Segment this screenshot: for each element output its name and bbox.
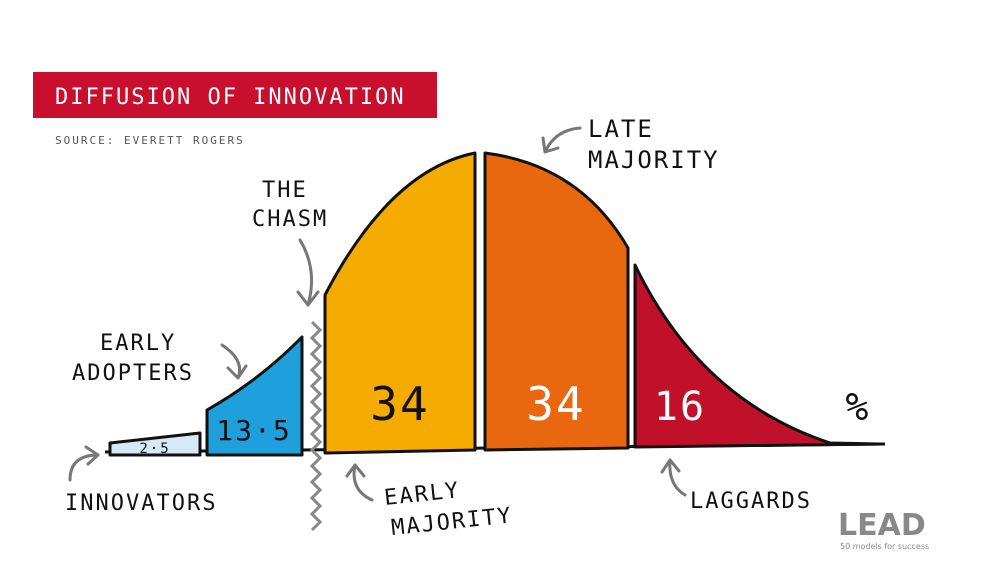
label: LATE [588, 115, 654, 143]
logo: LEAD [838, 508, 926, 543]
value: 2·5 [139, 441, 170, 457]
arrow [68, 445, 100, 482]
segment-early-majority [323, 151, 477, 455]
label: LAGGARDS [690, 489, 812, 514]
title: DIFFUSION OF INNOVATION [55, 85, 406, 110]
arrow [345, 463, 374, 502]
label: EARLY [100, 331, 176, 356]
logo-tagline: 50 models for success [840, 542, 929, 551]
label: THE [262, 178, 308, 203]
label: ADOPTERS [72, 361, 194, 386]
arrow [296, 238, 320, 307]
segment-early-adopters [205, 335, 304, 457]
value: 34 [370, 377, 429, 431]
label: MAJORITY [390, 503, 514, 541]
chasm-zigzag [309, 320, 323, 532]
source: SOURCE: EVERETT ROGERS [55, 134, 245, 147]
label: CHASM [252, 207, 328, 232]
title-banner [33, 72, 437, 118]
label: EARLY [383, 478, 461, 511]
segment-late-majority [483, 151, 630, 452]
segment-innovators [108, 431, 202, 457]
arrow [660, 458, 687, 497]
arrow [220, 343, 248, 380]
value: 13·5 [216, 414, 291, 447]
value: 16 [654, 384, 706, 430]
segment-laggards [633, 263, 882, 449]
arrow [541, 126, 582, 154]
value: 34 [526, 377, 585, 431]
label: INNOVATORS [65, 491, 217, 516]
label: MAJORITY [588, 146, 720, 174]
unit: % [846, 385, 871, 429]
